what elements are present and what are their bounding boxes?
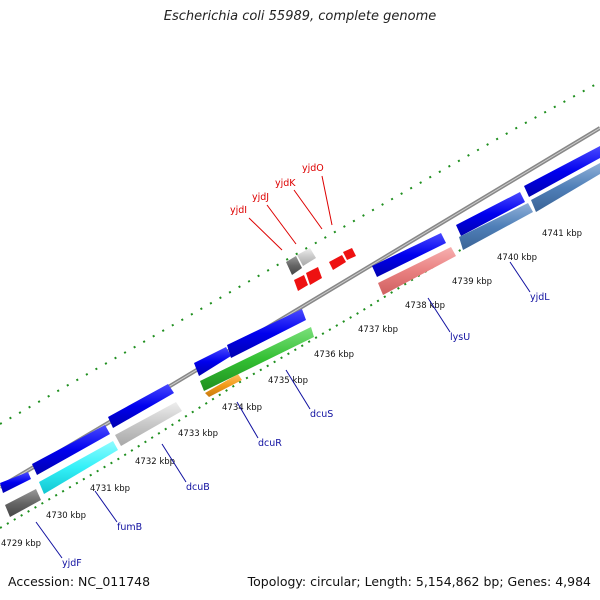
tick-label: 4734 kbp <box>222 403 262 413</box>
gene-label-yjdJ[interactable]: yjdJ <box>252 192 269 203</box>
tick-label: 4733 kbp <box>178 429 218 439</box>
gene-label-yjdI[interactable]: yjdI <box>230 205 247 216</box>
tick-labels: 4729 kbp 4730 kbp 4731 kbp 4732 kbp 4733 kbp… <box>1 229 582 549</box>
tick-label: 4732 kbp <box>135 457 175 467</box>
tick-label: 4741 kbp <box>542 229 582 239</box>
gene-yjdL[interactable] <box>459 203 533 250</box>
gene-dcuS[interactable] <box>200 327 314 391</box>
gene-reverse-8[interactable] <box>531 163 600 212</box>
gene-label-connector <box>248 217 283 251</box>
tick-label: 4735 kbp <box>268 376 308 386</box>
gene-label-connector <box>285 369 311 410</box>
tick-label: 4731 kbp <box>90 484 130 494</box>
tick-label: 4739 kbp <box>452 277 492 287</box>
gene-forward-3[interactable] <box>108 384 174 428</box>
gene-label-connector <box>427 297 451 333</box>
gene-labels-blue: yjdF fumB dcuB dcuR dcuS lysU yjdL <box>35 261 550 569</box>
gene-yjdK-red[interactable] <box>343 248 356 260</box>
tick-label: 4736 kbp <box>314 350 354 360</box>
map-title: Escherichia coli 55989, complete genome <box>163 9 437 24</box>
gene-label-connector <box>161 443 187 483</box>
gene-label-connector <box>321 175 333 226</box>
forward-genes <box>0 146 600 493</box>
gene-labels-red: yjdI yjdJ yjdK yjdO <box>230 163 333 251</box>
gene-forward-1[interactable] <box>0 472 31 493</box>
gene-label-connector <box>266 204 297 245</box>
gene-label-dcuB[interactable]: dcuB <box>186 482 210 493</box>
tick-label: 4740 kbp <box>497 253 537 263</box>
gene-label-connector <box>293 189 323 230</box>
gene-forward-4[interactable] <box>194 347 231 376</box>
gene-label-dcuS[interactable]: dcuS <box>310 409 333 420</box>
gene-label-connector <box>94 490 118 523</box>
gene-label-fumB[interactable]: fumB <box>117 522 142 533</box>
gene-lysU[interactable] <box>378 247 456 295</box>
gene-label-connector <box>509 261 531 293</box>
gene-yjdI-red[interactable] <box>294 275 308 291</box>
gene-forward-5[interactable] <box>227 309 306 358</box>
tick-label: 4737 kbp <box>358 325 398 335</box>
gene-fumB[interactable] <box>39 441 118 494</box>
gene-forward-7[interactable] <box>456 192 525 236</box>
gene-label-connector <box>35 521 63 559</box>
reverse-genes <box>5 163 600 517</box>
gene-label-dcuR[interactable]: dcuR <box>258 438 282 449</box>
gene-yjdO-red[interactable] <box>329 255 346 270</box>
gene-label-yjdF[interactable]: yjdF <box>62 558 82 569</box>
tick-label: 4738 kbp <box>405 301 445 311</box>
gene-dcuR[interactable] <box>205 374 242 397</box>
gene-label-lysU[interactable]: lysU <box>450 332 470 343</box>
tick-label: 4730 kbp <box>46 511 86 521</box>
gene-forward-6[interactable] <box>372 233 446 277</box>
gene-forward-8[interactable] <box>524 146 600 197</box>
accession-text: Accession: NC_011748 <box>8 574 151 589</box>
gene-label-yjdK[interactable]: yjdK <box>275 178 296 189</box>
gene-yjdJ-red[interactable] <box>306 267 322 285</box>
gene-yjdI-block[interactable] <box>286 256 302 275</box>
gene-dcuB[interactable] <box>115 402 182 446</box>
gene-label-yjdO[interactable]: yjdO <box>302 163 324 174</box>
tick-label: 4729 kbp <box>1 539 41 549</box>
gene-forward-2[interactable] <box>32 425 110 475</box>
gene-label-yjdL[interactable]: yjdL <box>530 292 550 303</box>
gene-yjdJ-block[interactable] <box>297 248 316 266</box>
gene-yjdF[interactable] <box>5 489 41 517</box>
genome-summary-text: Topology: circular; Length: 5,154,862 bp… <box>247 574 591 589</box>
gene-label-connector <box>236 401 259 439</box>
